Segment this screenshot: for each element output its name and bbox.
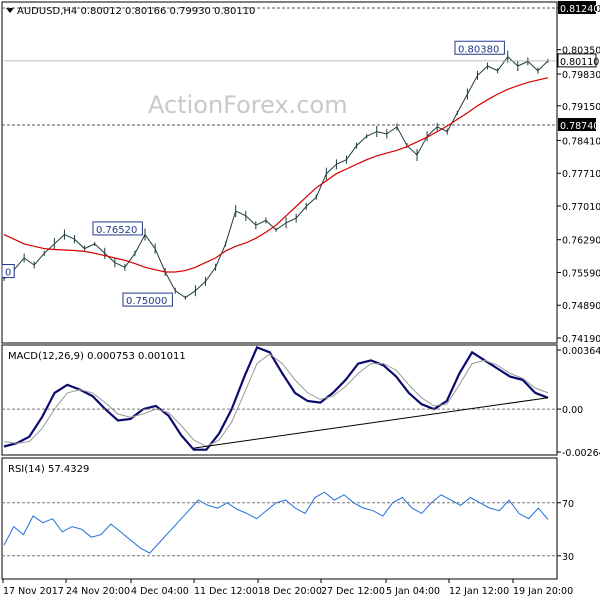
macd-layer: 0.00364 0.00 -0.00264: [2, 345, 600, 459]
x-tick-label: 17 Nov 2017: [3, 586, 64, 597]
x-tick-label: 24 Nov 20:00: [66, 586, 130, 597]
annotation-box: [122, 292, 173, 307]
annotation-label: 0: [5, 268, 11, 279]
x-tick-label: 5 Jan 04:00: [386, 586, 440, 597]
dropdown-triangle-icon[interactable]: [6, 8, 14, 13]
y-tick-label: 0.75590: [562, 268, 600, 279]
macd-header: MACD(12,26,9) 0.000753 0.001011: [8, 351, 186, 362]
moving-average-line: [3, 77, 549, 273]
annotation-label: 0.76520: [96, 225, 137, 236]
y-tick-label: 0.74190: [562, 334, 600, 345]
annotation-label: 0.80380: [458, 44, 499, 55]
watermark: ActionForex.com: [148, 91, 348, 119]
macd-line: [3, 345, 549, 451]
x-tick-label: 4 Dec 04:00: [131, 586, 189, 597]
axis-layer: 17 Nov 2017 24 Nov 20:00 4 Dec 04:00 11 Dec…: [2, 579, 573, 597]
level-label-bg: [558, 118, 596, 132]
x-tick-label: 19 Jan 20:00: [513, 586, 573, 597]
x-tick-label: 12 Jan 12:00: [449, 586, 509, 597]
y-tick-label: 0.79150: [562, 102, 600, 113]
current-price-box: [557, 53, 597, 68]
x-tick-label: 27 Dec 12:00: [321, 586, 385, 597]
macd-trendline: [193, 397, 549, 449]
y-tick-label: 0.76290: [562, 236, 600, 247]
y-tick-label: 0.78410: [562, 136, 600, 147]
y-tick-label: 0.80350: [562, 46, 600, 57]
level-label-box: 0.81240: [558, 1, 599, 15]
x-tick-label: 11 Dec 12:00: [194, 586, 258, 597]
y-tick-label: 0.79830: [562, 70, 600, 81]
x-tick-label: 18 Dec 20:00: [258, 586, 322, 597]
level-label-bg: [558, 1, 596, 14]
price-layer: 0.81240 0.80350 0.79830 0.79150 0.78410 0.777…: [1, 1, 600, 345]
annotation-box: [454, 40, 505, 55]
annotation-label: 0.75000: [126, 296, 167, 307]
price-panel: [1, 1, 558, 344]
level-label-box: 0.78740: [558, 118, 599, 132]
annotation-box: [92, 221, 143, 236]
annotation-box: [1, 264, 15, 279]
macd-signal-line: [3, 353, 549, 448]
rsi-line: [3, 491, 549, 554]
y-tick-label: 0.77710: [562, 169, 600, 180]
rsi-header: RSI(14) 57.4329: [8, 464, 89, 475]
y-tick-label: -0.00264: [562, 448, 600, 459]
y-tick-label: 0.74890: [562, 301, 600, 312]
y-tick-label: 30: [562, 552, 574, 563]
y-tick-label: 0.77010: [562, 202, 600, 213]
y-tick-label: 0.00: [562, 405, 583, 416]
current-price-label: 0.80110: [560, 57, 599, 68]
y-tick-label: 0.00364: [562, 346, 600, 357]
rsi-panel: [1, 457, 558, 580]
level-label-text: 0.81240: [560, 4, 599, 15]
rsi-layer: 70 30: [2, 491, 574, 563]
y-tick-label: 70: [562, 499, 574, 510]
level-label-text: 0.78740: [560, 121, 599, 132]
price-header: AUDUSD,H4 0.80012 0.80166 0.79930 0.8011…: [17, 6, 255, 17]
